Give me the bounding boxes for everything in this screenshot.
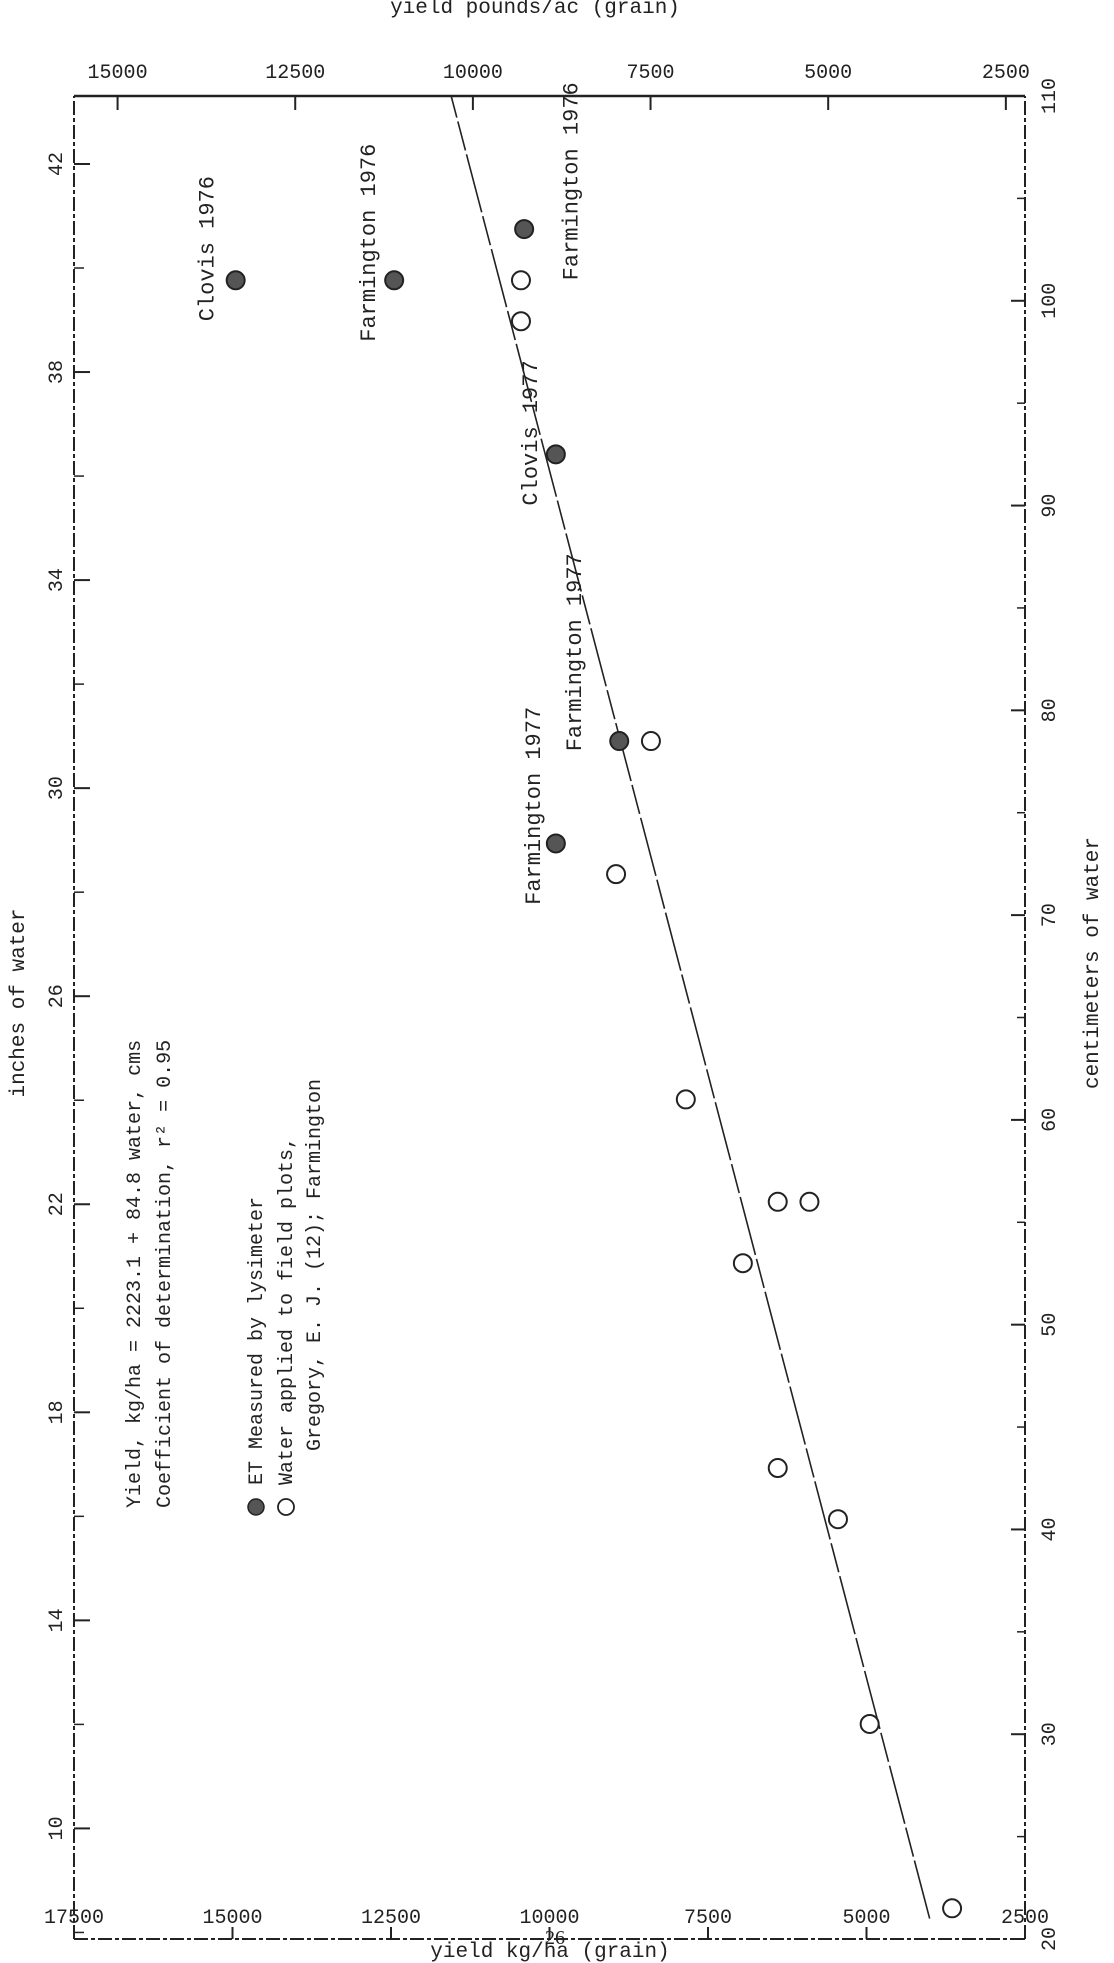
- page-number: 26: [545, 1927, 565, 1949]
- field-plot-point: [732, 1253, 753, 1274]
- field-plot-point: [640, 731, 661, 752]
- field-plot-point: [767, 1191, 788, 1212]
- point-annotation: Farmington 1976: [357, 144, 382, 342]
- y-right-tick-label: 7500: [627, 62, 675, 85]
- regression-line: [450, 95, 931, 1919]
- x-top-axis-label: inches of water: [8, 908, 31, 1097]
- lysimeter-point: [545, 444, 566, 465]
- y-left-tick-label: 7500: [684, 1907, 732, 1930]
- field-plot-point: [799, 1191, 820, 1212]
- x-top-tick-label: 22: [46, 1192, 69, 1216]
- legend-series-2-label-line2: Gregory, E. J. (12); Farmington: [304, 1079, 327, 1451]
- legend: Yield, kg/ha = 2223.1 + 84.8 water, cms …: [124, 1040, 327, 1516]
- field-plot-point: [606, 864, 627, 885]
- y-right-tick-label: 2500: [982, 62, 1030, 85]
- x-bottom-tick-label: 60: [1039, 1108, 1062, 1132]
- x-bottom-tick-label: 70: [1039, 903, 1062, 927]
- legend-filled-marker: [247, 1498, 265, 1516]
- point-annotation: Farmington 1976: [559, 82, 584, 280]
- x-bottom-tick-label: 20: [1039, 1927, 1062, 1951]
- y-left-tick-label: 5000: [842, 1907, 890, 1930]
- point-annotation: Clovis 1976: [195, 176, 220, 321]
- legend-series-2-label: Water applied to field plots,: [276, 1137, 299, 1485]
- axes-group: 20 30 40 50 60 70 80 90 100 110 10 14 18 22 26 30 34 38 42…: [44, 0, 1062, 1963]
- y-left-tick-label: 10000: [519, 1907, 579, 1930]
- legend-open-marker: [277, 1498, 295, 1516]
- lysimeter-point: [384, 270, 405, 291]
- y-left-tick-label: 15000: [202, 1907, 262, 1930]
- x-bottom-tick-label: 30: [1039, 1722, 1062, 1746]
- x-top-tick-label: 34: [46, 568, 69, 592]
- x-bottom-tick-label: 80: [1039, 698, 1062, 722]
- x-top-tick-label: 26: [46, 984, 69, 1008]
- x-bottom-tick-label: 40: [1039, 1517, 1062, 1541]
- x-top-tick-label: 30: [46, 776, 69, 800]
- y-left-tick-label: 17500: [44, 1907, 104, 1930]
- y-right-tick-label: 12500: [265, 62, 325, 85]
- point-annotation: Clovis 1977: [519, 360, 544, 505]
- y-right-tick-label: 5000: [804, 62, 852, 85]
- point-annotation: Farmington 1977: [563, 553, 588, 751]
- x-top-tick-label: 18: [46, 1400, 69, 1424]
- field-plot-point: [859, 1713, 880, 1734]
- field-plot-point: [510, 270, 531, 291]
- marks-group: Farmington 1977 Farmington 1977 Clovis 197…: [195, 82, 963, 1919]
- lysimeter-point: [514, 219, 535, 240]
- x-bottom-tick-label: 110: [1039, 78, 1062, 114]
- regression-equation: Yield, kg/ha = 2223.1 + 84.8 water, cms: [124, 1040, 147, 1508]
- x-top-tick-label: 42: [46, 152, 69, 176]
- field-plot-point: [942, 1898, 963, 1919]
- lysimeter-point: [545, 833, 566, 854]
- y-left-axis-label: yield kg/ha (grain): [430, 1941, 669, 1963]
- x-top-tick-label: 14: [46, 1608, 69, 1632]
- field-plot-point: [767, 1458, 788, 1479]
- r-squared-text: Coefficient of determination, r² = 0.95: [154, 1040, 177, 1508]
- legend-series-1-label: ET Measured by lysimeter: [246, 1197, 269, 1485]
- y-right-tick-label: 10000: [443, 62, 503, 85]
- lysimeter-point: [225, 270, 246, 291]
- x-bottom-tick-label: 50: [1039, 1313, 1062, 1337]
- y-left-tick-label: 2500: [1001, 1907, 1049, 1930]
- y-left-tick-label: 12500: [361, 1907, 421, 1930]
- field-plot-point: [510, 311, 531, 332]
- x-bottom-tick-label: 100: [1039, 283, 1062, 319]
- y-right-tick-label: 15000: [88, 62, 148, 85]
- x-bottom-tick-label: 90: [1039, 494, 1062, 518]
- point-annotation: Farmington 1977: [522, 707, 547, 905]
- field-plot-point: [675, 1089, 696, 1110]
- x-bottom-axis-label: centimeters of water: [1082, 837, 1105, 1089]
- x-top-tick-label: 10: [46, 1816, 69, 1840]
- y-right-axis-label: yield pounds/ac (grain): [390, 0, 680, 20]
- lysimeter-point: [609, 731, 630, 752]
- x-top-tick-label: 38: [46, 360, 69, 384]
- field-plot-point: [827, 1509, 848, 1530]
